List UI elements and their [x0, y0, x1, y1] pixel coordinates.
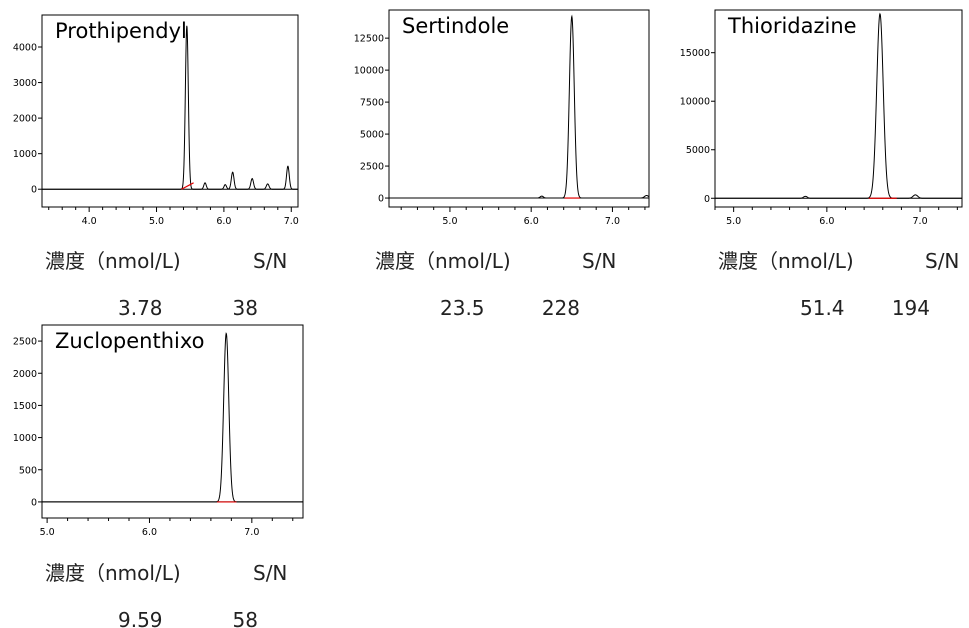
x-tick-label: 4.0: [82, 216, 97, 227]
x-tick-label: 6.0: [142, 527, 157, 538]
y-tick-label: 15000: [680, 48, 710, 59]
y-tick-label: 5000: [686, 145, 710, 156]
sn-value: 194: [892, 296, 930, 320]
y-tick-label: 10000: [680, 97, 710, 108]
sn-label: S/N: [582, 249, 616, 273]
chromatogram-trace: [715, 12, 962, 199]
sn-label: S/N: [253, 561, 287, 585]
y-tick-label: 3000: [13, 78, 37, 89]
y-tick-label: 5000: [360, 130, 384, 141]
sn-value: 38: [233, 296, 258, 320]
concentration-label: 濃度（nmol/L): [375, 249, 511, 273]
x-tick-label: 7.0: [605, 216, 620, 227]
sn-label: S/N: [253, 249, 287, 273]
chart-panel-1: 0 1000 2000 3000 4000 4.0 5.0 6.0 7.0 Prothipendy…: [13, 14, 299, 320]
x-tick-label: 5.0: [149, 216, 164, 227]
chart-panel-4: 0 500 1000 1500 2000 2500 5.0 6.0 7.0 Zuclopenthi…: [13, 324, 304, 628]
y-tick-label: 0: [378, 194, 384, 205]
x-tick-label: 6.0: [216, 216, 231, 227]
y-tick-label: 2500: [13, 337, 37, 348]
result-caption: 濃度（nmol/L) S/N 3.78 38: [45, 249, 287, 320]
y-tick-label: 0: [704, 194, 710, 205]
sn-value: 228: [542, 296, 580, 320]
concentration-value: 23.5: [440, 296, 485, 320]
chromatogram-trace: [42, 25, 298, 190]
plot-frame: [388, 9, 650, 208]
panel-title: Thioridazine: [727, 14, 857, 38]
x-tick-label: 5.0: [40, 527, 55, 538]
x-tick-label: 7.0: [284, 216, 299, 227]
x-tick-label: 6.0: [819, 216, 834, 227]
panel-title: Sertindole: [402, 14, 509, 38]
integration-baseline: [181, 182, 194, 190]
x-tick-label: 5.0: [442, 216, 457, 227]
sn-label: S/N: [925, 249, 959, 273]
chromatogram-trace: [42, 332, 303, 503]
y-tick-label: 2500: [360, 162, 384, 173]
y-tick-label: 1000: [13, 433, 37, 444]
y-tick-label: 7500: [360, 98, 384, 109]
y-tick-label: 4000: [13, 43, 37, 54]
x-tick-label: 6.0: [524, 216, 539, 227]
result-caption: 濃度（nmol/L) S/N 23.5 228: [375, 249, 616, 320]
concentration-value: 51.4: [800, 296, 845, 320]
x-tick-label: 7.0: [244, 527, 259, 538]
chromatogram-trace: [389, 14, 650, 199]
concentration-label: 濃度（nmol/L): [45, 249, 181, 273]
result-caption: 濃度（nmol/L) S/N 9.59 58: [45, 561, 287, 628]
concentration-label: 濃度（nmol/L): [45, 561, 181, 585]
y-tick-label: 12500: [354, 34, 384, 45]
y-tick-label: 0: [31, 497, 37, 508]
y-tick-label: 2000: [13, 114, 37, 125]
x-tick-label: 5.0: [726, 216, 741, 227]
concentration-label: 濃度（nmol/L): [718, 249, 854, 273]
sn-value: 58: [233, 608, 258, 628]
y-tick-label: 1500: [13, 401, 37, 412]
concentration-value: 9.59: [118, 608, 163, 628]
y-tick-label: 0: [31, 185, 37, 196]
chart-panel-2: 0 2500 5000 7500 10000 12500 5.0 6.0 7.0 Sertindo…: [354, 9, 650, 320]
panel-title: Zuclopenthixo: [55, 329, 205, 353]
chart-panel-3: 0 5000 10000 15000 5.0 6.0 7.0 Thioridazine 濃度（n…: [680, 9, 963, 320]
x-tick-label: 7.0: [913, 216, 928, 227]
plot-frame: [714, 9, 963, 208]
y-tick-label: 10000: [354, 66, 384, 77]
y-tick-label: 1000: [13, 149, 37, 160]
panel-title: Prothipendyl: [55, 19, 187, 43]
y-tick-label: 500: [19, 465, 37, 476]
plot-frame: [41, 14, 299, 208]
y-tick-label: 2000: [13, 369, 37, 380]
result-caption: 濃度（nmol/L) S/N 51.4 194: [718, 249, 959, 320]
plot-frame: [41, 324, 304, 519]
concentration-value: 3.78: [118, 296, 163, 320]
